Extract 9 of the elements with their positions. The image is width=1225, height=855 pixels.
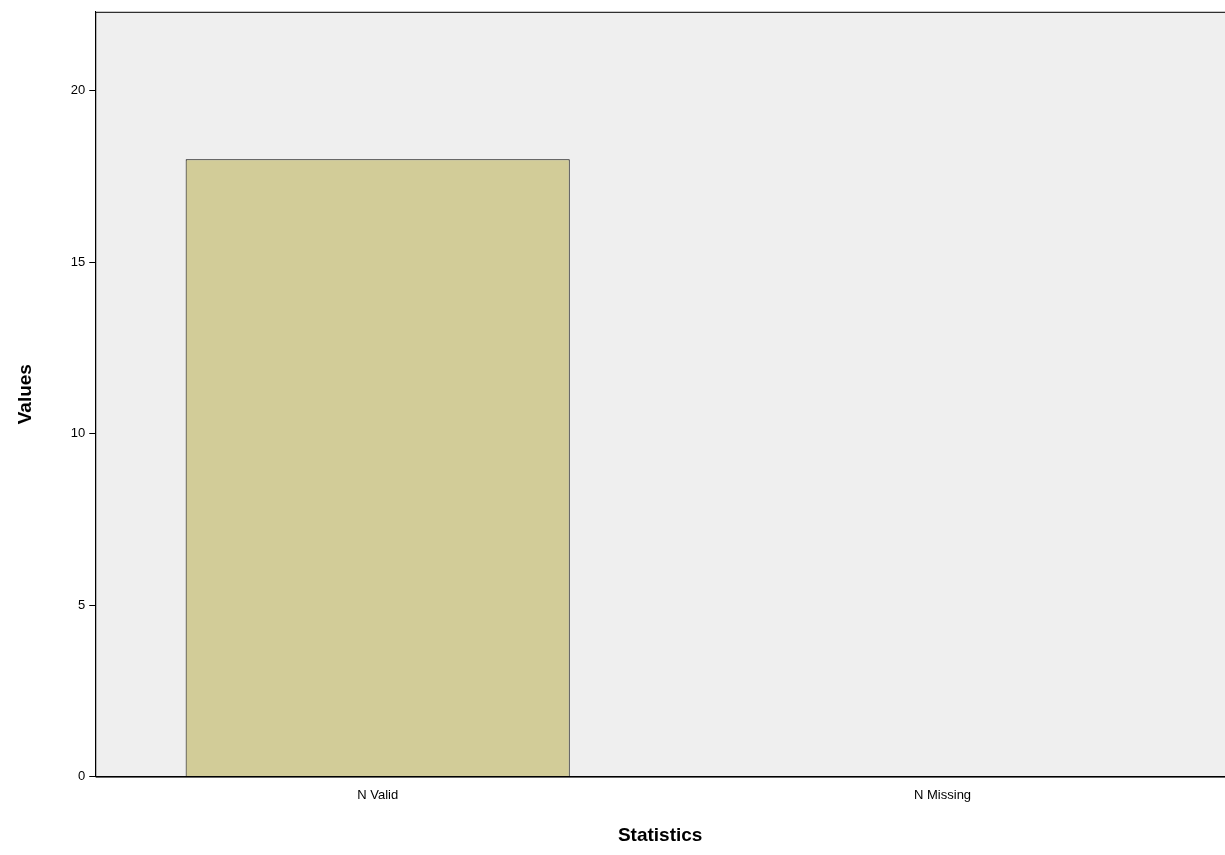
y-tick-label: 0: [78, 768, 86, 784]
x-tick-label: N Missing: [914, 786, 972, 802]
x-tick-label: N Valid: [357, 786, 399, 802]
y-tick-label: 5: [78, 596, 86, 612]
y-tick-label: 10: [70, 425, 86, 441]
y-axis-title: Values: [13, 364, 35, 425]
y-tick-label: 20: [70, 82, 86, 98]
y-tick-label: 15: [70, 253, 86, 269]
x-axis-title: Statistics: [617, 823, 703, 845]
